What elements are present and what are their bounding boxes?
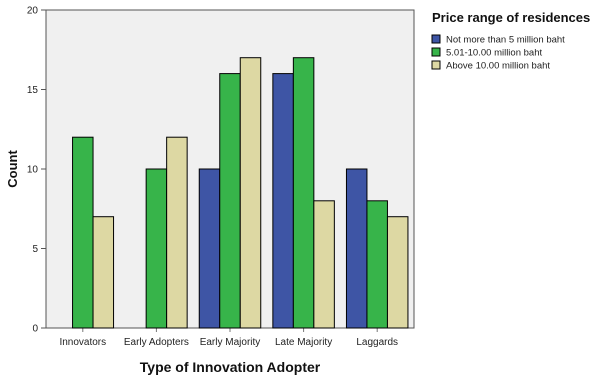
x-tick-label: Laggards	[356, 337, 398, 348]
y-axis-title: Count	[5, 150, 20, 188]
legend-label: Not more than 5 million baht	[446, 35, 565, 46]
x-tick-label: Early Adopters	[124, 337, 189, 348]
y-tick-label: 0	[32, 324, 38, 335]
bar	[72, 136, 94, 329]
bar	[272, 73, 294, 329]
y-tick-label: 5	[32, 244, 38, 255]
bar	[198, 168, 221, 329]
y-tick-label: 15	[27, 85, 39, 96]
bar	[313, 200, 335, 329]
bar	[166, 136, 188, 329]
bar	[145, 168, 168, 329]
bar	[92, 216, 115, 329]
legend-swatch	[431, 60, 441, 70]
y-tick-label: 20	[27, 6, 39, 17]
legend-label: 5.01-10.00 million baht	[446, 48, 542, 59]
bar	[219, 73, 241, 329]
legend-swatch	[431, 47, 441, 57]
x-tick-label: Early Majority	[200, 337, 261, 348]
legend-title: Price range of residences	[432, 10, 590, 25]
bar	[292, 57, 315, 329]
x-axis-title: Type of Innovation Adopter	[140, 359, 321, 375]
legend-label: Above 10.00 million baht	[446, 61, 550, 72]
bar	[366, 200, 388, 329]
legend-swatch	[431, 34, 441, 44]
x-axis: Innovators Early Adopters Early Majority La…	[59, 328, 398, 348]
y-axis: 0 5 10 15 20	[27, 6, 46, 335]
bar	[239, 57, 262, 329]
bar	[386, 216, 409, 329]
legend: Price range of residences Not more than …	[431, 10, 590, 72]
x-tick-label: Innovators	[59, 337, 106, 348]
bars-group	[72, 57, 409, 329]
x-tick-label: Late Majority	[275, 337, 332, 348]
y-tick-label: 10	[27, 165, 39, 176]
bar	[345, 168, 368, 329]
